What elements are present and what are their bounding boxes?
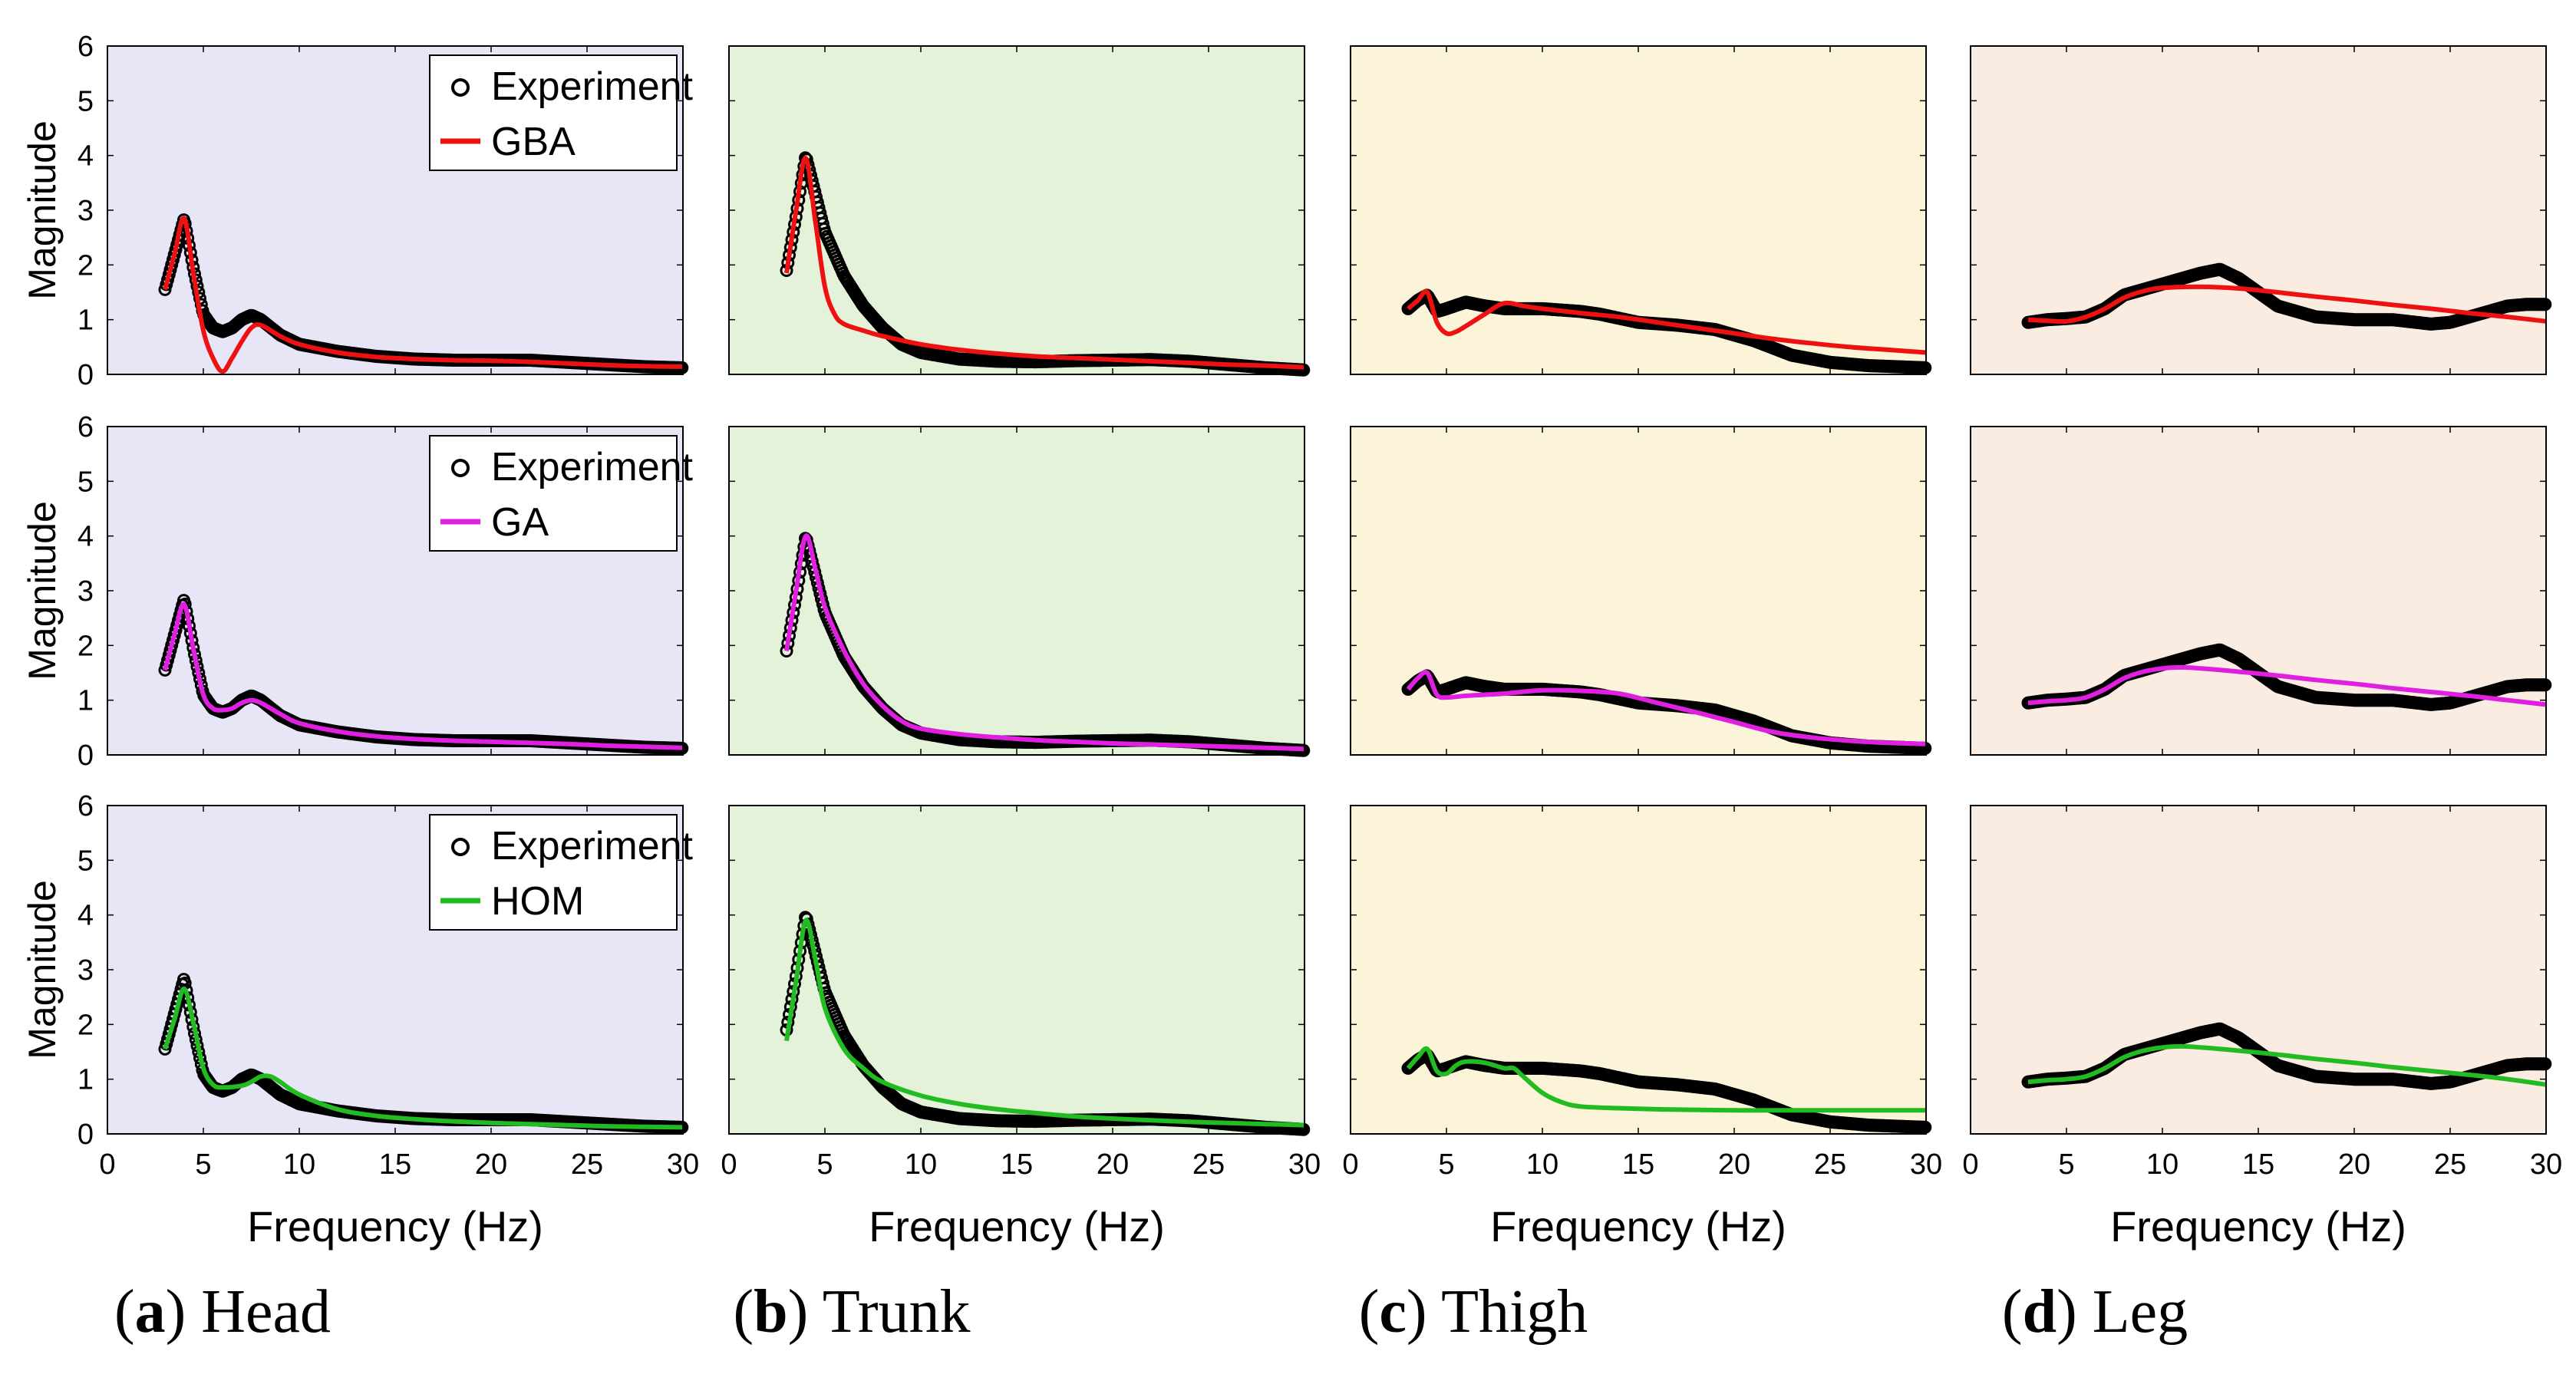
y-tick-label: 3	[78, 575, 94, 608]
series-gba	[1407, 288, 1927, 355]
panel-ga-leg	[1970, 426, 2552, 756]
panel-gba-leg	[1970, 45, 2552, 375]
x-tick-label: 30	[667, 1148, 699, 1181]
panel-gba-head: 0 1 2 3 4 5 6 Magnitude Experiment GBA	[21, 31, 694, 391]
experiment-point	[2538, 298, 2552, 311]
y-tick-label: 2	[78, 630, 94, 662]
x-tick-label: 25	[1814, 1148, 1846, 1181]
axes-frame	[1970, 45, 2547, 375]
x-tick-label: 15	[1622, 1148, 1654, 1181]
y-axis-label: Magnitude	[21, 880, 64, 1059]
legend-experiment-label: Experiment	[491, 64, 694, 109]
y-axis-label: Magnitude	[21, 501, 64, 680]
legend-experiment-label: Experiment	[491, 824, 694, 868]
x-tick-label: 5	[816, 1148, 833, 1181]
panel-gba-thigh	[1350, 45, 1932, 375]
x-axis-label: Frequency (Hz)	[1490, 1202, 1786, 1251]
x-axis-label: Frequency (Hz)	[869, 1202, 1165, 1251]
panel-ga-trunk	[728, 426, 1311, 757]
y-tick-label: 2	[78, 249, 94, 282]
series-experiment	[1401, 288, 1932, 374]
y-tick-label: 0	[78, 1119, 94, 1151]
x-tick-label: 10	[905, 1148, 937, 1181]
panel-ga-head: 0 1 2 3 4 5 6 Magnitude Experiment GA	[21, 411, 694, 772]
x-tick-label: 0	[721, 1148, 737, 1181]
legend: Experiment GA	[429, 435, 694, 552]
x-tick-label: 25	[571, 1148, 603, 1181]
y-tick-label: 5	[78, 85, 94, 117]
panel-hom-thigh: 0 5 10 15 20 25 30 Frequency (Hz)	[1342, 805, 1942, 1251]
y-tick-label: 2	[78, 1009, 94, 1041]
y-tick-label: 1	[78, 1064, 94, 1096]
x-tick-label: 15	[379, 1148, 411, 1181]
x-axis-label: Frequency (Hz)	[2110, 1202, 2406, 1251]
x-axis-label: Frequency (Hz)	[247, 1202, 543, 1251]
y-tick-label: 0	[78, 359, 94, 391]
x-tick-label: 0	[1962, 1148, 1978, 1181]
x-tick-label: 25	[1192, 1148, 1225, 1181]
x-tick-label: 30	[2530, 1148, 2562, 1181]
panel-hom-head: 0 1 2 3 4 5 6 0 5 10 15 20 25 30 Magnitude Frequency (H…	[21, 790, 699, 1251]
legend-model-label: HOM	[491, 879, 584, 924]
x-tick-label: 20	[1718, 1148, 1750, 1181]
x-tick-label: 5	[1438, 1148, 1454, 1181]
y-tick-label: 4	[78, 521, 94, 553]
series-gba	[784, 156, 1305, 370]
axes-frame	[728, 45, 1305, 375]
y-tick-label: 6	[78, 411, 94, 443]
y-tick-label: 6	[78, 31, 94, 63]
legend-experiment-label: Experiment	[491, 445, 694, 489]
panel-hom-trunk: 0 5 10 15 20 25 30 Frequency (Hz)	[721, 805, 1321, 1251]
y-tick-label: 0	[78, 740, 94, 772]
x-tick-label: 15	[1001, 1148, 1033, 1181]
y-tick-label: 6	[78, 790, 94, 822]
x-tick-label: 10	[1526, 1148, 1558, 1181]
x-tick-label: 30	[1288, 1148, 1321, 1181]
y-tick-label: 4	[78, 900, 94, 932]
legend: Experiment HOM	[429, 814, 694, 931]
y-axis-label: Magnitude	[21, 120, 64, 300]
series-experiment	[2021, 262, 2552, 331]
y-tick-label: 1	[78, 305, 94, 337]
x-tick-label: 25	[2434, 1148, 2466, 1181]
y-tick-label: 3	[78, 195, 94, 227]
legend-box	[429, 54, 678, 171]
legend: Experiment GBA	[429, 54, 694, 171]
y-tick-label: 5	[78, 845, 94, 877]
experiment-point	[1918, 361, 1932, 374]
x-tick-label: 20	[1097, 1148, 1129, 1181]
panel-ga-thigh	[1350, 426, 1932, 756]
x-tick-label: 20	[2338, 1148, 2370, 1181]
x-tick-label: 5	[2058, 1148, 2074, 1181]
series-gba	[2027, 284, 2547, 325]
legend-experiment-marker	[451, 78, 470, 97]
axes-frame	[1350, 45, 1927, 375]
x-tick-label: 30	[1910, 1148, 1942, 1181]
panel-hom-leg: 0 5 10 15 20 25 30 Frequency (Hz)	[1962, 805, 2562, 1251]
x-tick-label: 15	[2242, 1148, 2274, 1181]
y-tick-label: 1	[78, 685, 94, 717]
legend-model-label: GBA	[491, 120, 576, 164]
x-tick-label: 5	[195, 1148, 211, 1181]
x-tick-label: 10	[283, 1148, 315, 1181]
x-tick-label: 20	[475, 1148, 507, 1181]
experiment-point	[1297, 363, 1311, 377]
x-tick-label: 0	[1342, 1148, 1358, 1181]
x-tick-label: 0	[99, 1148, 115, 1181]
axes-frame	[107, 45, 684, 375]
series-gba	[163, 216, 684, 374]
y-tick-label: 5	[78, 466, 94, 498]
figure-grid: 0 1 2 3 4 5 6 Magnitude Experiment GBA 0 1 2 3 4 5 6 Magn…	[21, 31, 2562, 1251]
x-tick-label: 10	[2146, 1148, 2179, 1181]
y-tick-label: 4	[78, 140, 94, 173]
panel-gba-trunk	[728, 45, 1311, 377]
y-tick-label: 3	[78, 954, 94, 987]
legend-model-label: GA	[491, 500, 549, 545]
